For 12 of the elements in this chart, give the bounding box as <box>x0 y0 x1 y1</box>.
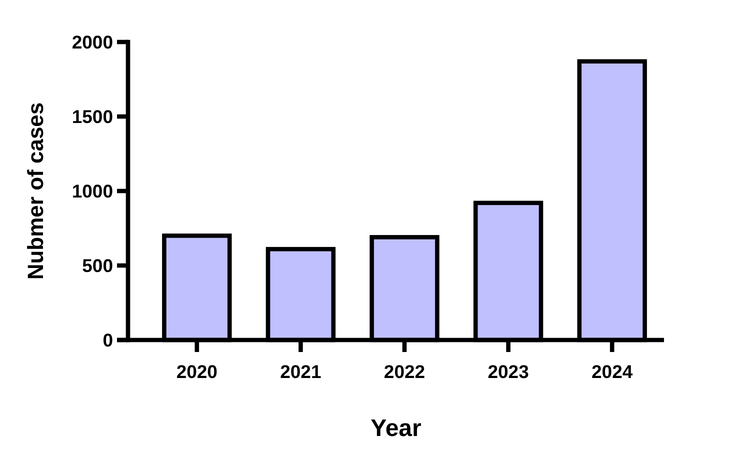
x-tick-label: 2024 <box>592 361 634 382</box>
y-axis-title: Nubmer of cases <box>23 102 48 280</box>
x-tick-label: 2020 <box>176 361 218 382</box>
x-tick-label: 2021 <box>280 361 322 382</box>
y-tick-label: 2000 <box>72 32 113 53</box>
x-tick-label: 2022 <box>384 361 426 382</box>
y-tick-label: 1500 <box>72 106 113 128</box>
y-tick-label: 0 <box>102 330 113 351</box>
x-tick-label: 2023 <box>488 361 529 382</box>
x-axis-title: Year <box>370 415 422 442</box>
y-tick-label: 500 <box>82 255 113 276</box>
y-tick-label: 1000 <box>72 180 113 202</box>
